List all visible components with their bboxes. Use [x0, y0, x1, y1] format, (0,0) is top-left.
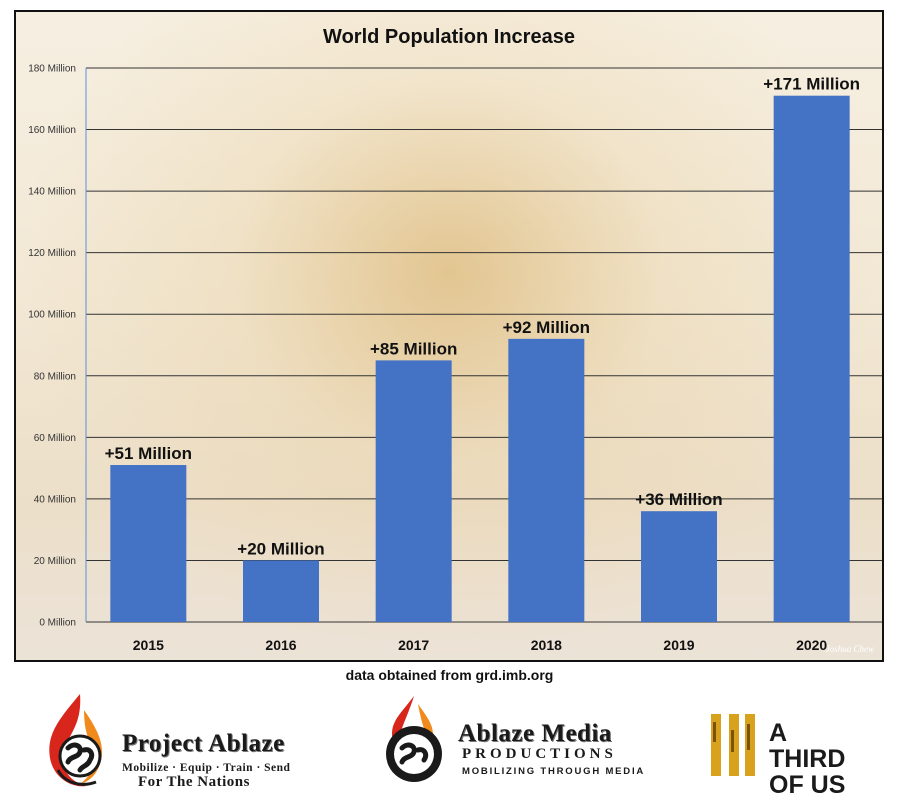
ablaze-media-title: Ablaze Media [458, 720, 612, 747]
a-third-of-us-logo: A THIRD OF US [705, 690, 865, 798]
ablaze-media-subtitle: PRODUCTIONS [462, 746, 617, 762]
bar [773, 95, 850, 622]
y-tick-label: 20 Million [34, 556, 76, 567]
y-tick-label: 40 Million [34, 494, 76, 505]
bar [641, 511, 717, 622]
bar [243, 560, 319, 622]
photo-credit: Joshua Chew [826, 644, 874, 654]
ablaze-media-tagline: MOBILIZING THROUGH MEDIA [462, 766, 646, 777]
a-third-of-us-text: A THIRD OF US [769, 720, 865, 798]
source-note: data obtained from grd.imb.org [345, 667, 554, 683]
data-label: +36 Million [635, 490, 722, 509]
project-ablaze-title: Project Ablaze [122, 730, 285, 757]
ablaze-media-logo: Ablaze Media PRODUCTIONS MOBILIZING THRO… [372, 690, 672, 790]
x-tick-label: 2017 [398, 637, 429, 653]
of-us-line: OF US [769, 771, 846, 799]
candles-icon [711, 714, 755, 776]
project-ablaze-tagline: Mobilize · Equip · Train · Send [122, 762, 291, 774]
x-tick-label: 2020 [796, 637, 827, 653]
data-label: +92 Million [503, 318, 590, 337]
y-tick-label: 140 Million [28, 187, 76, 198]
bar-chart: 0 Million 20 Million 40 Million 60 Million 8… [28, 64, 882, 654]
project-ablaze-logo: Project Ablaze Mobilize · Equip · Train … [40, 690, 340, 790]
x-tick-label: 2019 [663, 637, 694, 653]
x-tick-label: 2015 [133, 637, 164, 653]
project-ablaze-tagline2: For The Nations [138, 774, 250, 790]
data-label: +51 Million [105, 444, 192, 463]
y-tick-label: 80 Million [34, 371, 76, 382]
y-tick-label: 120 Million [28, 248, 76, 259]
y-tick-label: 180 Million [28, 64, 76, 75]
y-tick-label: 0 Million [39, 618, 76, 629]
y-tick-label: 100 Million [28, 310, 76, 321]
bar [110, 465, 187, 622]
chart-frame: 0 Million 20 Million 40 Million 60 Million 8… [14, 10, 884, 662]
bar [375, 360, 452, 622]
data-label: +85 Million [370, 339, 457, 358]
flame-globe-icon [49, 694, 103, 787]
data-label: +171 Million [763, 75, 860, 94]
a-third-line: A THIRD [769, 719, 846, 773]
y-tick-label: 60 Million [34, 433, 76, 444]
data-label: +20 Million [237, 539, 324, 558]
x-tick-label: 2018 [531, 637, 562, 653]
bar [508, 338, 585, 622]
chart-title: World Population Increase [323, 26, 575, 48]
x-tick-label: 2016 [265, 637, 296, 653]
flame-globe-icon [386, 696, 442, 782]
y-tick-label: 160 Million [28, 125, 76, 136]
